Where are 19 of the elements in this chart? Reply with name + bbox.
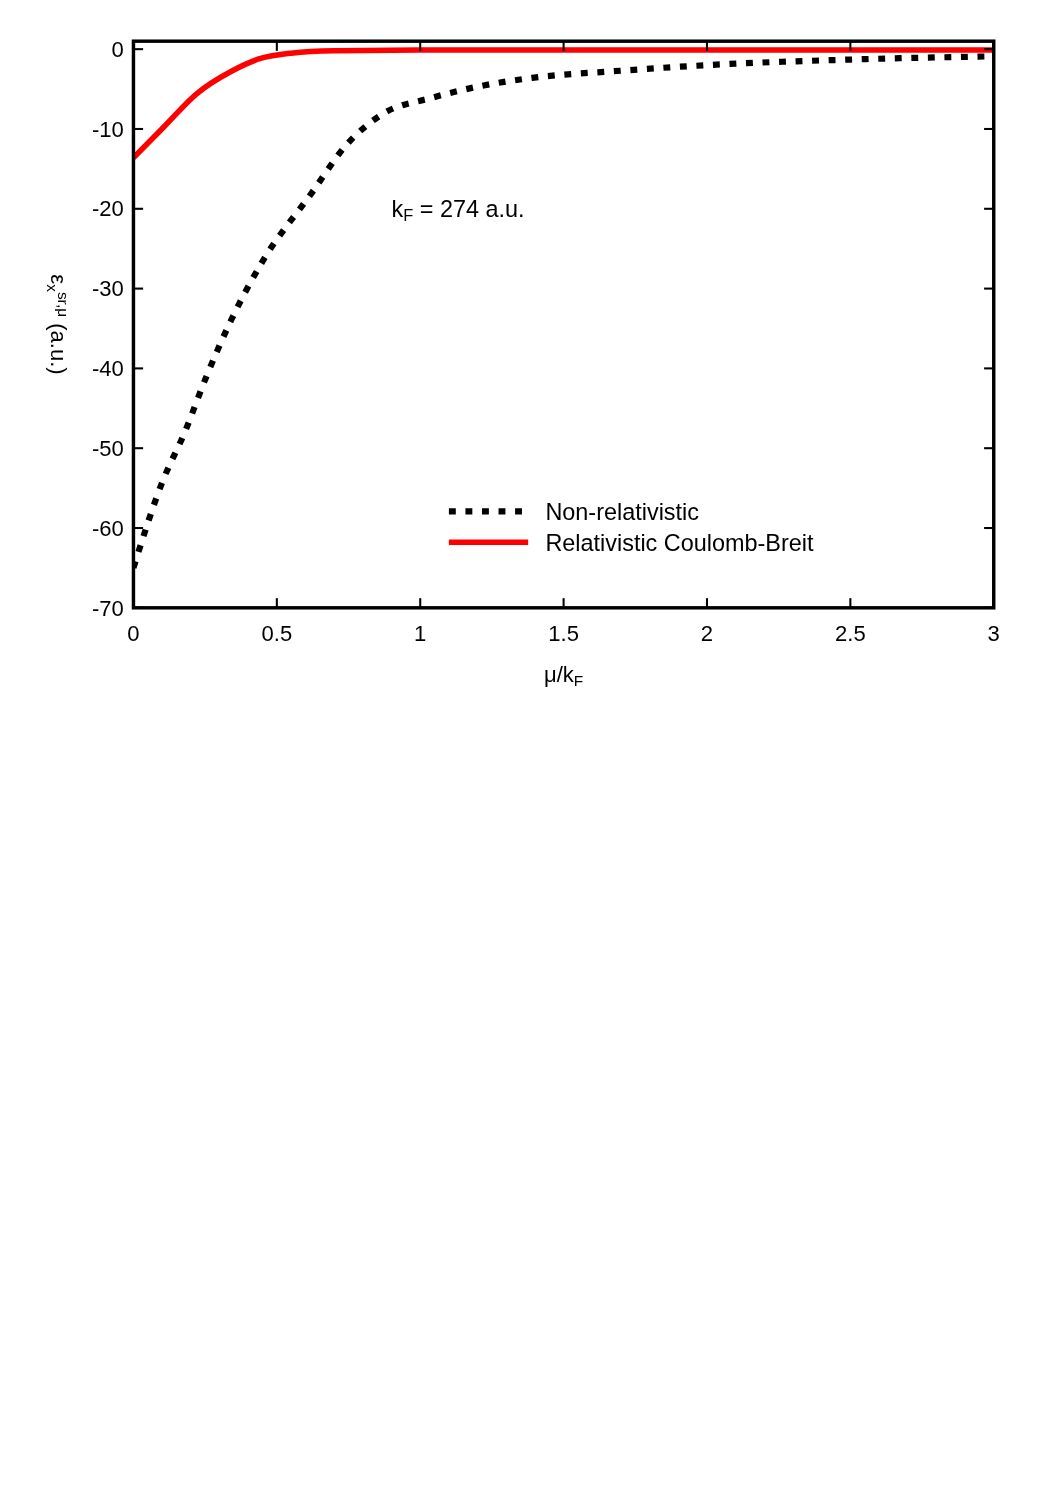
x-axis-title: μ/k$_{F}$	[543, 662, 584, 690]
y-tick-label: -40	[91, 356, 124, 382]
legend-label: Relativistic Coulomb-Breit	[545, 529, 815, 556]
x-tick-label: 3	[987, 620, 1000, 646]
y-tick-label: -20	[91, 196, 124, 222]
x-tick-label: 1	[414, 620, 427, 646]
annotation: k$_{F}$ = 274 a.u.	[391, 195, 525, 224]
y-tick-label: -50	[91, 435, 124, 461]
legend-label: Non-relativistic	[545, 498, 700, 525]
x-tick-label: 0.5	[261, 620, 293, 646]
x-tick-label: 0	[127, 620, 140, 646]
y-tick-label: -60	[91, 515, 124, 541]
x-tick-label: 2	[700, 620, 714, 646]
y-tick-label: -30	[91, 276, 124, 302]
y-tick-label: -70	[91, 595, 124, 621]
y-tick-label: 0	[111, 36, 124, 62]
x-tick-label: 1.5	[548, 620, 579, 646]
y-tick-label: -10	[91, 116, 124, 142]
x-tick-label: 2.5	[835, 620, 866, 646]
